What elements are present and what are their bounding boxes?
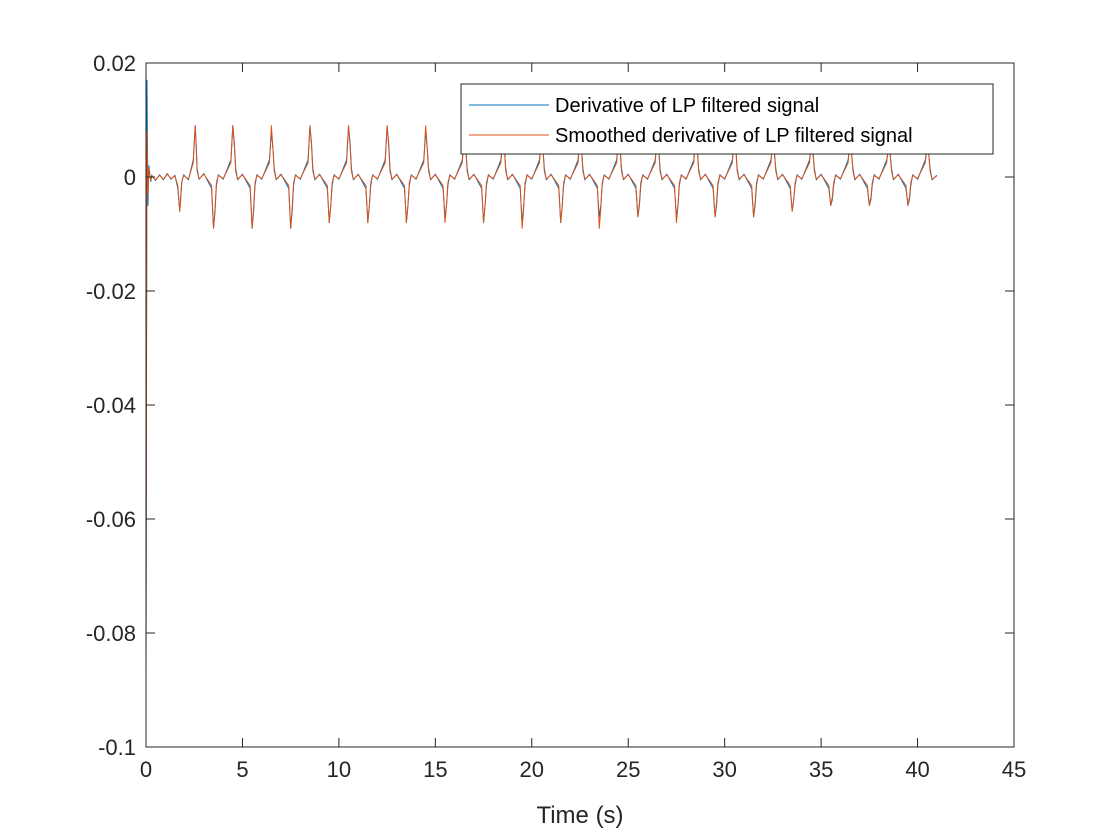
y-tick-label: -0.08 [86,621,136,646]
x-tick-label: 15 [423,757,447,782]
y-tick-label: 0 [124,165,136,190]
x-tick-label: 25 [616,757,640,782]
y-tick-label: 0.02 [93,51,136,76]
x-tick-label: 0 [140,757,152,782]
legend-box [460,83,994,155]
legend-label-2: Smoothed derivative of LP filtered signa… [555,125,913,147]
legend-label-1: Derivative of LP filtered signal [555,95,819,117]
y-tick-label: -0.04 [86,393,136,418]
x-tick-label: 20 [520,757,544,782]
y-tick-label: -0.02 [86,279,136,304]
y-tick-label: -0.1 [98,735,136,760]
legend: Derivative of LP filtered signal Smoothed… [460,83,994,155]
x-tick-label: 30 [712,757,736,782]
series-line-2 [145,125,938,662]
x-axis-label: Time (s) [536,802,623,829]
x-tick-label: 10 [327,757,351,782]
y-tick-label: -0.06 [86,507,136,532]
series-layer [145,79,938,679]
plot-area-background [146,63,1014,747]
x-tick-label: 40 [905,757,929,782]
x-tick-label: 45 [1002,757,1026,782]
x-tick-label: 35 [809,757,833,782]
tick-layer: 0 5 10 15 20 25 30 35 40 45 -0.1 -0.08 -0.06 -0.04 -0.… [86,51,1026,782]
series-line-1 [145,79,938,679]
x-tick-label: 5 [236,757,248,782]
